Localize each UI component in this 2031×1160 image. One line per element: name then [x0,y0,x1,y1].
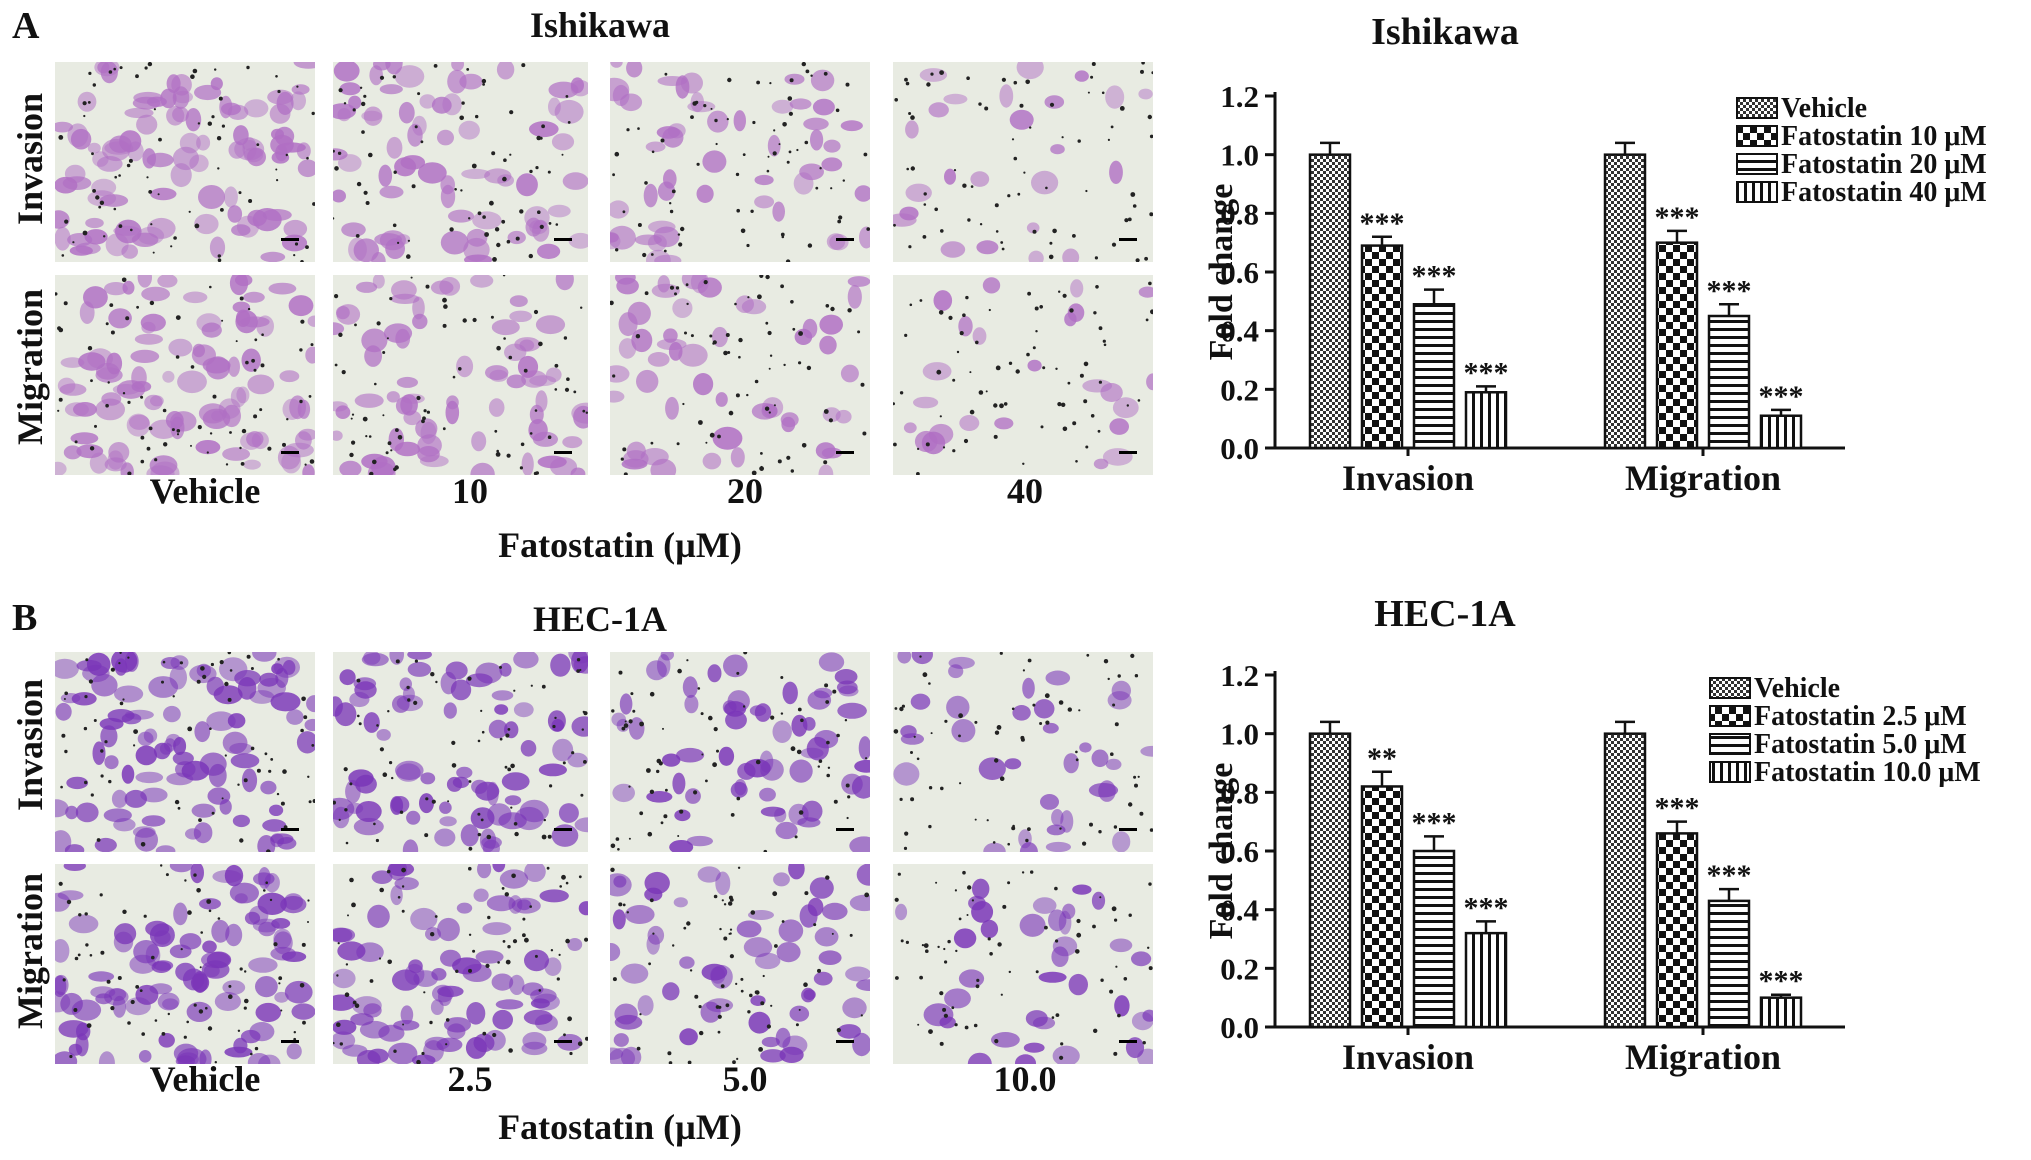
legend-swatch [1736,181,1778,203]
significance-marker: *** [1759,965,1804,998]
legend-swatch [1709,705,1751,727]
significance-marker: *** [1464,891,1509,924]
condition-label-a-2: 10 [452,471,488,511]
fatostatin-caption-a: Fatostatin (µM) [498,525,742,565]
micrograph-tile [333,652,588,852]
significance-marker: ** [1367,742,1397,775]
y-axis-label: Fold change [1203,184,1240,361]
micrograph-tile [333,275,588,475]
significance-marker: *** [1360,207,1405,240]
y-axis-label: Fold change [1203,763,1240,940]
bar-fatostatin-mid-invasion [1412,849,1456,1029]
y-tick-label: 0.8 [1220,196,1259,231]
y-tick-label: 0.2 [1220,951,1259,986]
chart-title: HEC-1A [1374,593,1516,635]
bar-fatostatin-high-migration [1759,414,1803,450]
significance-marker: *** [1412,806,1457,839]
legend-label: Fatostatin 5.0 μM [1754,729,1967,760]
bar-fatostatin-mid-migration [1707,314,1751,450]
x-tick-label: Migration [1625,1037,1781,1077]
bar-fatostatin-low-migration [1655,832,1699,1029]
chart-ishikawa: Ishikawa 0.0 0.2 0.4 0.6 0.8 1.0 1.2 Fold change… [1203,11,1987,498]
y-tick-label: 0.2 [1220,372,1259,407]
panel-label-a: A [12,5,40,47]
micrograph-title-hec1a: HEC-1A [533,599,667,639]
significance-marker: *** [1759,380,1804,413]
micrograph-title-ishikawa: Ishikawa [529,5,671,45]
bar-fatostatin-low-migration [1655,241,1699,450]
bar-fatostatin-mid-migration [1707,899,1751,1029]
significance-marker: *** [1655,792,1700,825]
legend-swatch [1709,761,1751,783]
chart-title: Ishikawa [1371,11,1519,53]
legend-label: Fatostatin 10.0 μM [1754,757,1981,788]
significance-marker: *** [1464,356,1509,389]
micrograph-tile [610,62,870,262]
micrograph-tile [610,275,870,475]
micrograph-tile [893,275,1153,475]
bar-fatostatin-low-invasion [1360,244,1404,450]
legend-label: Vehicle [1781,93,1867,124]
significance-marker: *** [1707,859,1752,892]
micrograph-tile [893,62,1153,262]
y-tick-label: 0.0 [1220,1010,1259,1045]
bar-vehicle-migration [1603,732,1647,1029]
significance-marker: *** [1655,201,1700,234]
bar-fatostatin-low-invasion [1360,785,1404,1029]
fatostatin-caption-b: Fatostatin (µM) [498,1107,742,1147]
condition-label-a-4: 40 [1007,471,1043,511]
y-tick-label: 0.8 [1220,775,1259,810]
legend-swatch [1709,677,1751,699]
y-tick-label: 0.4 [1220,314,1259,349]
chart-hec1a: HEC-1A 0.0 0.2 0.4 0.6 0.8 1.0 1.2 Fold change **… [1203,593,1981,1077]
micrograph-tile [893,864,1153,1064]
micrograph-tile [55,652,315,852]
legend-swatch [1736,125,1778,147]
bar-fatostatin-high-migration [1759,996,1803,1029]
condition-label-b-2: 2.5 [447,1059,493,1099]
y-tick-label: 0.4 [1220,893,1259,928]
legend-swatch [1736,97,1778,119]
legend-label: Fatostatin 2.5 μM [1754,701,1967,732]
micrograph-tile [333,864,588,1064]
micrograph-tile [55,864,315,1064]
significance-marker: *** [1707,274,1752,307]
bar-fatostatin-high-invasion [1464,391,1508,450]
micrograph-tile [610,864,870,1064]
y-tick-label: 0.0 [1220,431,1259,466]
micrograph-tile [333,62,588,262]
x-tick-label: Invasion [1342,458,1474,498]
bar-fatostatin-mid-invasion [1412,303,1456,450]
bar-vehicle-migration [1603,153,1647,450]
micrograph-tile [610,652,870,852]
y-tick-label: 0.6 [1220,255,1259,290]
legend-label: Fatostatin 10 μM [1781,121,1987,152]
condition-label-b-4: 10.0 [993,1059,1057,1099]
micrograph-tile [55,62,315,262]
x-tick-label: Migration [1625,458,1781,498]
y-tick-label: 0.6 [1220,834,1259,869]
condition-label-b-3: 5.0 [722,1059,768,1099]
legend-swatch [1736,153,1778,175]
panel-label-b: B [12,597,38,639]
bar-fatostatin-high-invasion [1464,931,1508,1029]
x-tick-label: Invasion [1342,1037,1474,1077]
legend-label: Fatostatin 20 μM [1781,149,1987,180]
legend-label: Vehicle [1754,673,1840,704]
legend-label: Fatostatin 40 μM [1781,177,1987,208]
legend-swatch [1709,733,1751,755]
condition-label-a-3: 20 [727,471,763,511]
micrograph-tile [55,275,315,475]
y-tick-label: 1.0 [1220,138,1259,173]
condition-label-a-1: Vehicle [149,471,261,511]
y-tick-label: 1.2 [1220,79,1259,114]
micrograph-tile [893,652,1153,852]
y-tick-label: 1.0 [1220,717,1259,752]
condition-label-b-1: Vehicle [149,1059,261,1099]
significance-marker: *** [1412,260,1457,293]
bar-vehicle-invasion [1308,732,1352,1029]
y-tick-label: 1.2 [1220,658,1259,693]
bar-vehicle-invasion [1308,153,1352,450]
